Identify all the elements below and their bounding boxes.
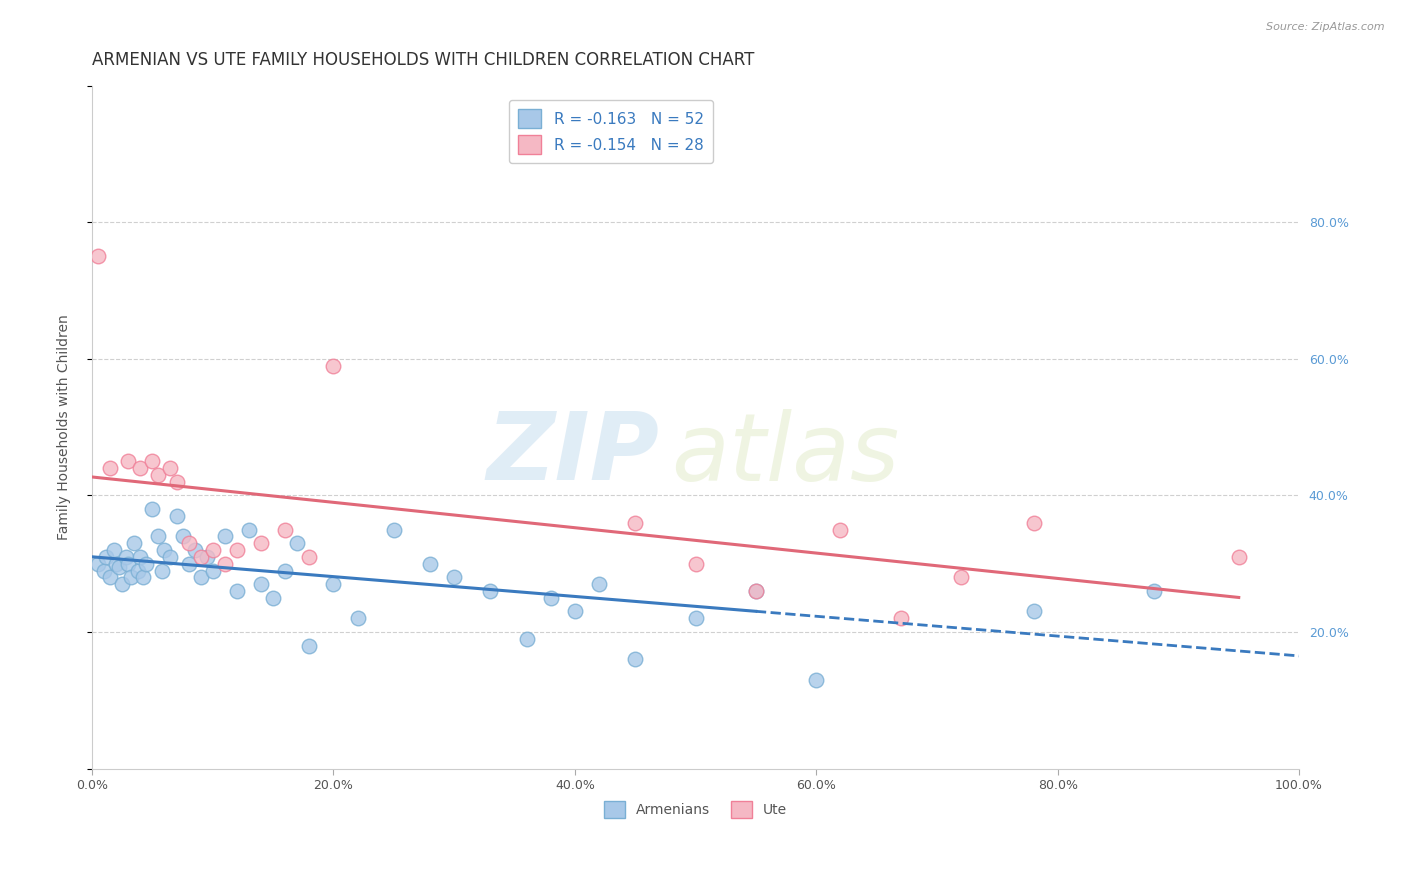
Point	[87, 249, 110, 263]
Point	[120, 570, 142, 584]
Point	[153, 543, 176, 558]
Point	[214, 557, 236, 571]
Point	[127, 564, 149, 578]
Legend: Armenians, Ute: Armenians, Ute	[599, 795, 793, 823]
Text: Source: ZipAtlas.com: Source: ZipAtlas.com	[1267, 22, 1385, 32]
Point	[132, 570, 155, 584]
Point	[103, 543, 125, 558]
Point	[129, 461, 152, 475]
Point	[806, 673, 828, 687]
Point	[298, 639, 321, 653]
Point	[190, 549, 212, 564]
Point	[624, 516, 647, 530]
Point	[117, 454, 139, 468]
Point	[285, 536, 308, 550]
Point	[195, 549, 218, 564]
Point	[685, 611, 707, 625]
Y-axis label: Family Households with Children: Family Households with Children	[58, 314, 72, 540]
Point	[564, 605, 586, 619]
Point	[1227, 549, 1250, 564]
Point	[177, 536, 200, 550]
Point	[96, 549, 118, 564]
Point	[274, 523, 297, 537]
Text: ARMENIAN VS UTE FAMILY HOUSEHOLDS WITH CHILDREN CORRELATION CHART: ARMENIAN VS UTE FAMILY HOUSEHOLDS WITH C…	[91, 51, 755, 69]
Point	[98, 570, 121, 584]
Point	[479, 584, 502, 599]
Text: atlas: atlas	[672, 409, 900, 500]
Point	[322, 577, 344, 591]
Point	[745, 584, 768, 599]
Point	[238, 523, 260, 537]
Point	[588, 577, 610, 591]
Point	[225, 543, 247, 558]
Point	[148, 467, 170, 482]
Point	[159, 549, 181, 564]
Point	[250, 577, 273, 591]
Point	[250, 536, 273, 550]
Point	[148, 529, 170, 543]
Point	[166, 475, 188, 489]
Point	[830, 523, 852, 537]
Point	[141, 454, 163, 468]
Point	[135, 557, 157, 571]
Point	[98, 461, 121, 475]
Point	[105, 557, 128, 571]
Point	[1022, 516, 1045, 530]
Point	[117, 557, 139, 571]
Point	[262, 591, 284, 605]
Point	[122, 536, 145, 550]
Point	[129, 549, 152, 564]
Point	[745, 584, 768, 599]
Point	[159, 461, 181, 475]
Point	[225, 584, 247, 599]
Point	[190, 570, 212, 584]
Point	[201, 564, 224, 578]
Point	[1143, 584, 1166, 599]
Point	[93, 564, 115, 578]
Point	[141, 502, 163, 516]
Point	[183, 543, 205, 558]
Point	[346, 611, 368, 625]
Point	[274, 564, 297, 578]
Point	[685, 557, 707, 571]
Point	[624, 652, 647, 666]
Point	[172, 529, 194, 543]
Point	[201, 543, 224, 558]
Point	[516, 632, 538, 646]
Text: ZIP: ZIP	[486, 409, 659, 500]
Point	[443, 570, 465, 584]
Point	[890, 611, 912, 625]
Point	[166, 508, 188, 523]
Point	[177, 557, 200, 571]
Point	[382, 523, 405, 537]
Point	[298, 549, 321, 564]
Point	[950, 570, 973, 584]
Point	[322, 359, 344, 373]
Point	[214, 529, 236, 543]
Point	[114, 549, 136, 564]
Point	[87, 557, 110, 571]
Point	[1022, 605, 1045, 619]
Point	[419, 557, 441, 571]
Point	[540, 591, 562, 605]
Point	[107, 560, 129, 574]
Point	[111, 577, 134, 591]
Point	[150, 564, 173, 578]
